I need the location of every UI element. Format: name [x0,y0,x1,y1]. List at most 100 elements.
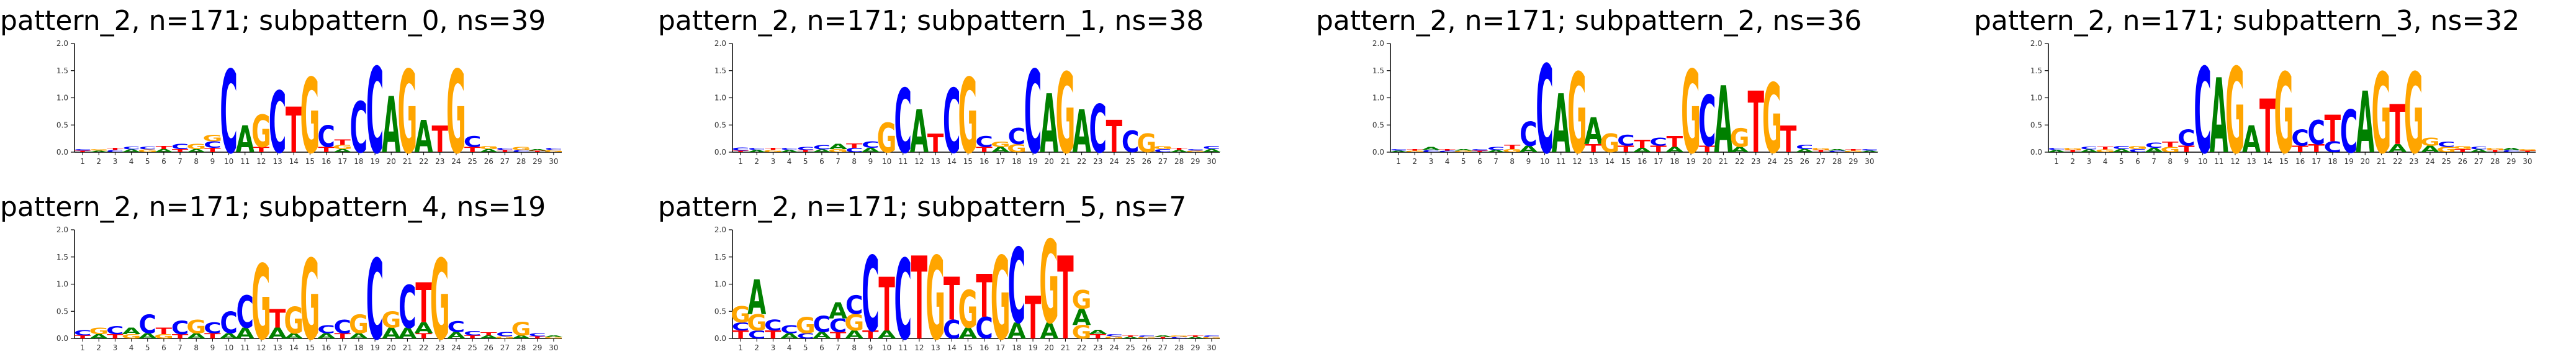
y-tick-label: 0.5 [1372,120,1384,129]
logo-letter-g: G [430,237,450,354]
x-tick-label: 17 [996,157,1005,166]
x-tick-label: 12 [914,343,924,352]
x-tick-label: 2 [1412,157,1417,166]
logo-letter-t: T [1845,148,1862,151]
logo-letter-c: C [2340,99,2358,167]
x-tick-label: 14 [289,343,299,352]
logo-panel-4: pattern_2, n=171; subpattern_4, ns=19 0.0… [0,191,564,354]
logo-letter-c: C [2470,146,2488,150]
x-tick-label: 13 [2246,157,2256,166]
x-tick-label: 12 [256,157,266,166]
logo-letter-t: T [1155,337,1171,339]
logo-letter-a: A [89,333,108,340]
logo-letter-c: C [2194,43,2211,180]
logo-letter-a: A [187,332,206,340]
logo-letter-a: A [1121,337,1140,339]
logo-letter-a: A [89,150,109,153]
logo-letter-g: G [1072,322,1092,343]
logo-letter-c: C [2129,148,2146,153]
logo-letter-a: A [2356,74,2374,173]
logo-letter-a: A [780,150,799,153]
logo-letter-c: C [1089,91,1107,168]
logo-letter-a: A [991,145,1011,154]
logo-letter-g: G [731,301,750,327]
logo-letter-t: T [1504,143,1521,150]
logo-letter-g: G [2063,147,2083,151]
x-tick-label: 1 [80,343,85,352]
logo-letter-c: C [1536,40,1553,181]
logo-letter-t: T [107,147,124,151]
logo-letter-g: G [349,310,369,339]
logo-letter-g: G [2096,148,2115,153]
logo-letter-g: G [1730,124,1750,153]
logo-letter-g: G [1600,129,1619,158]
logo-letter-g: G [2452,145,2472,150]
logo-letter-a: A [910,99,929,167]
y-tick-label: 2.0 [1372,39,1384,48]
logo-letter-c: C [975,312,993,346]
logo-letter-a: A [1089,329,1107,335]
logo-letter-a: A [1040,318,1058,344]
logo-letter-g: G [251,107,271,158]
logo-letter-a: A [2112,148,2132,153]
x-tick-label: 23 [1093,157,1102,166]
logo-letter-a: A [1454,148,1474,151]
x-tick-label: 27 [2474,157,2484,166]
x-tick-label: 5 [145,157,150,166]
logo-letter-c: C [780,147,798,151]
logo-letter-c: C [545,147,562,151]
x-tick-label: 29 [533,343,542,352]
x-tick-label: 21 [2377,157,2386,166]
logo-letter-t: T [529,150,546,153]
logo-letter-c: C [862,235,879,354]
x-tick-label: 19 [370,343,379,352]
x-tick-label: 30 [2523,157,2532,166]
x-tick-label: 27 [1158,157,1168,166]
logo-letter-a: A [479,148,498,153]
y-tick-label: 1.0 [56,280,68,289]
logo-letter-g: G [2436,145,2456,154]
logo-letter-c: C [975,133,993,150]
y-tick-label: 1.0 [2030,94,2042,102]
logo-letter-a: A [1828,148,1847,151]
x-tick-label: 29 [1191,157,1200,166]
x-tick-label: 22 [2393,157,2402,166]
logo-letter-t: T [2162,140,2179,148]
x-tick-label: 10 [2198,157,2207,166]
x-tick-label: 6 [819,343,824,352]
logo-letter-t: T [1057,234,1073,354]
x-tick-label: 8 [1510,157,1515,166]
x-tick-label: 9 [868,343,873,352]
x-tick-label: 29 [1191,343,1200,352]
logo-letter-a: A [1665,145,1685,154]
y-tick-label: 1.0 [714,94,726,102]
x-tick-label: 10 [882,157,891,166]
x-tick-label: 4 [2103,157,2108,166]
x-tick-label: 16 [980,343,989,352]
x-tick-label: 8 [852,157,857,166]
logo-letter-a: A [122,148,142,153]
logo-letter-c: C [2177,125,2195,151]
logo-letter-a: A [780,332,799,340]
logo-letter-g: G [479,145,498,150]
x-tick-label: 11 [240,343,250,352]
x-tick-label: 18 [1670,157,1679,166]
logo-letter-g: G [511,319,531,340]
logo-letter-g: G [89,326,109,337]
logo-letter-a: A [1186,337,1205,339]
logo-letter-a: A [447,330,466,341]
x-tick-label: 19 [1028,343,1037,352]
logo-letter-t: T [1106,112,1122,163]
logo-letter-a: A [528,148,547,151]
x-tick-label: 26 [1800,157,1809,166]
logo-letter-t: T [204,332,221,340]
logo-letter-c: C [1203,335,1220,337]
y-tick-label: 1.5 [56,66,68,75]
logo-letter-a: A [187,148,206,153]
logo-letter-g: G [2225,43,2245,180]
x-tick-label: 21 [1061,343,1070,352]
logo-letter-g: G [186,142,206,151]
x-tick-label: 3 [1429,157,1434,166]
logo-letter-a: A [512,334,531,339]
logo-letter-a: A [2047,150,2066,153]
